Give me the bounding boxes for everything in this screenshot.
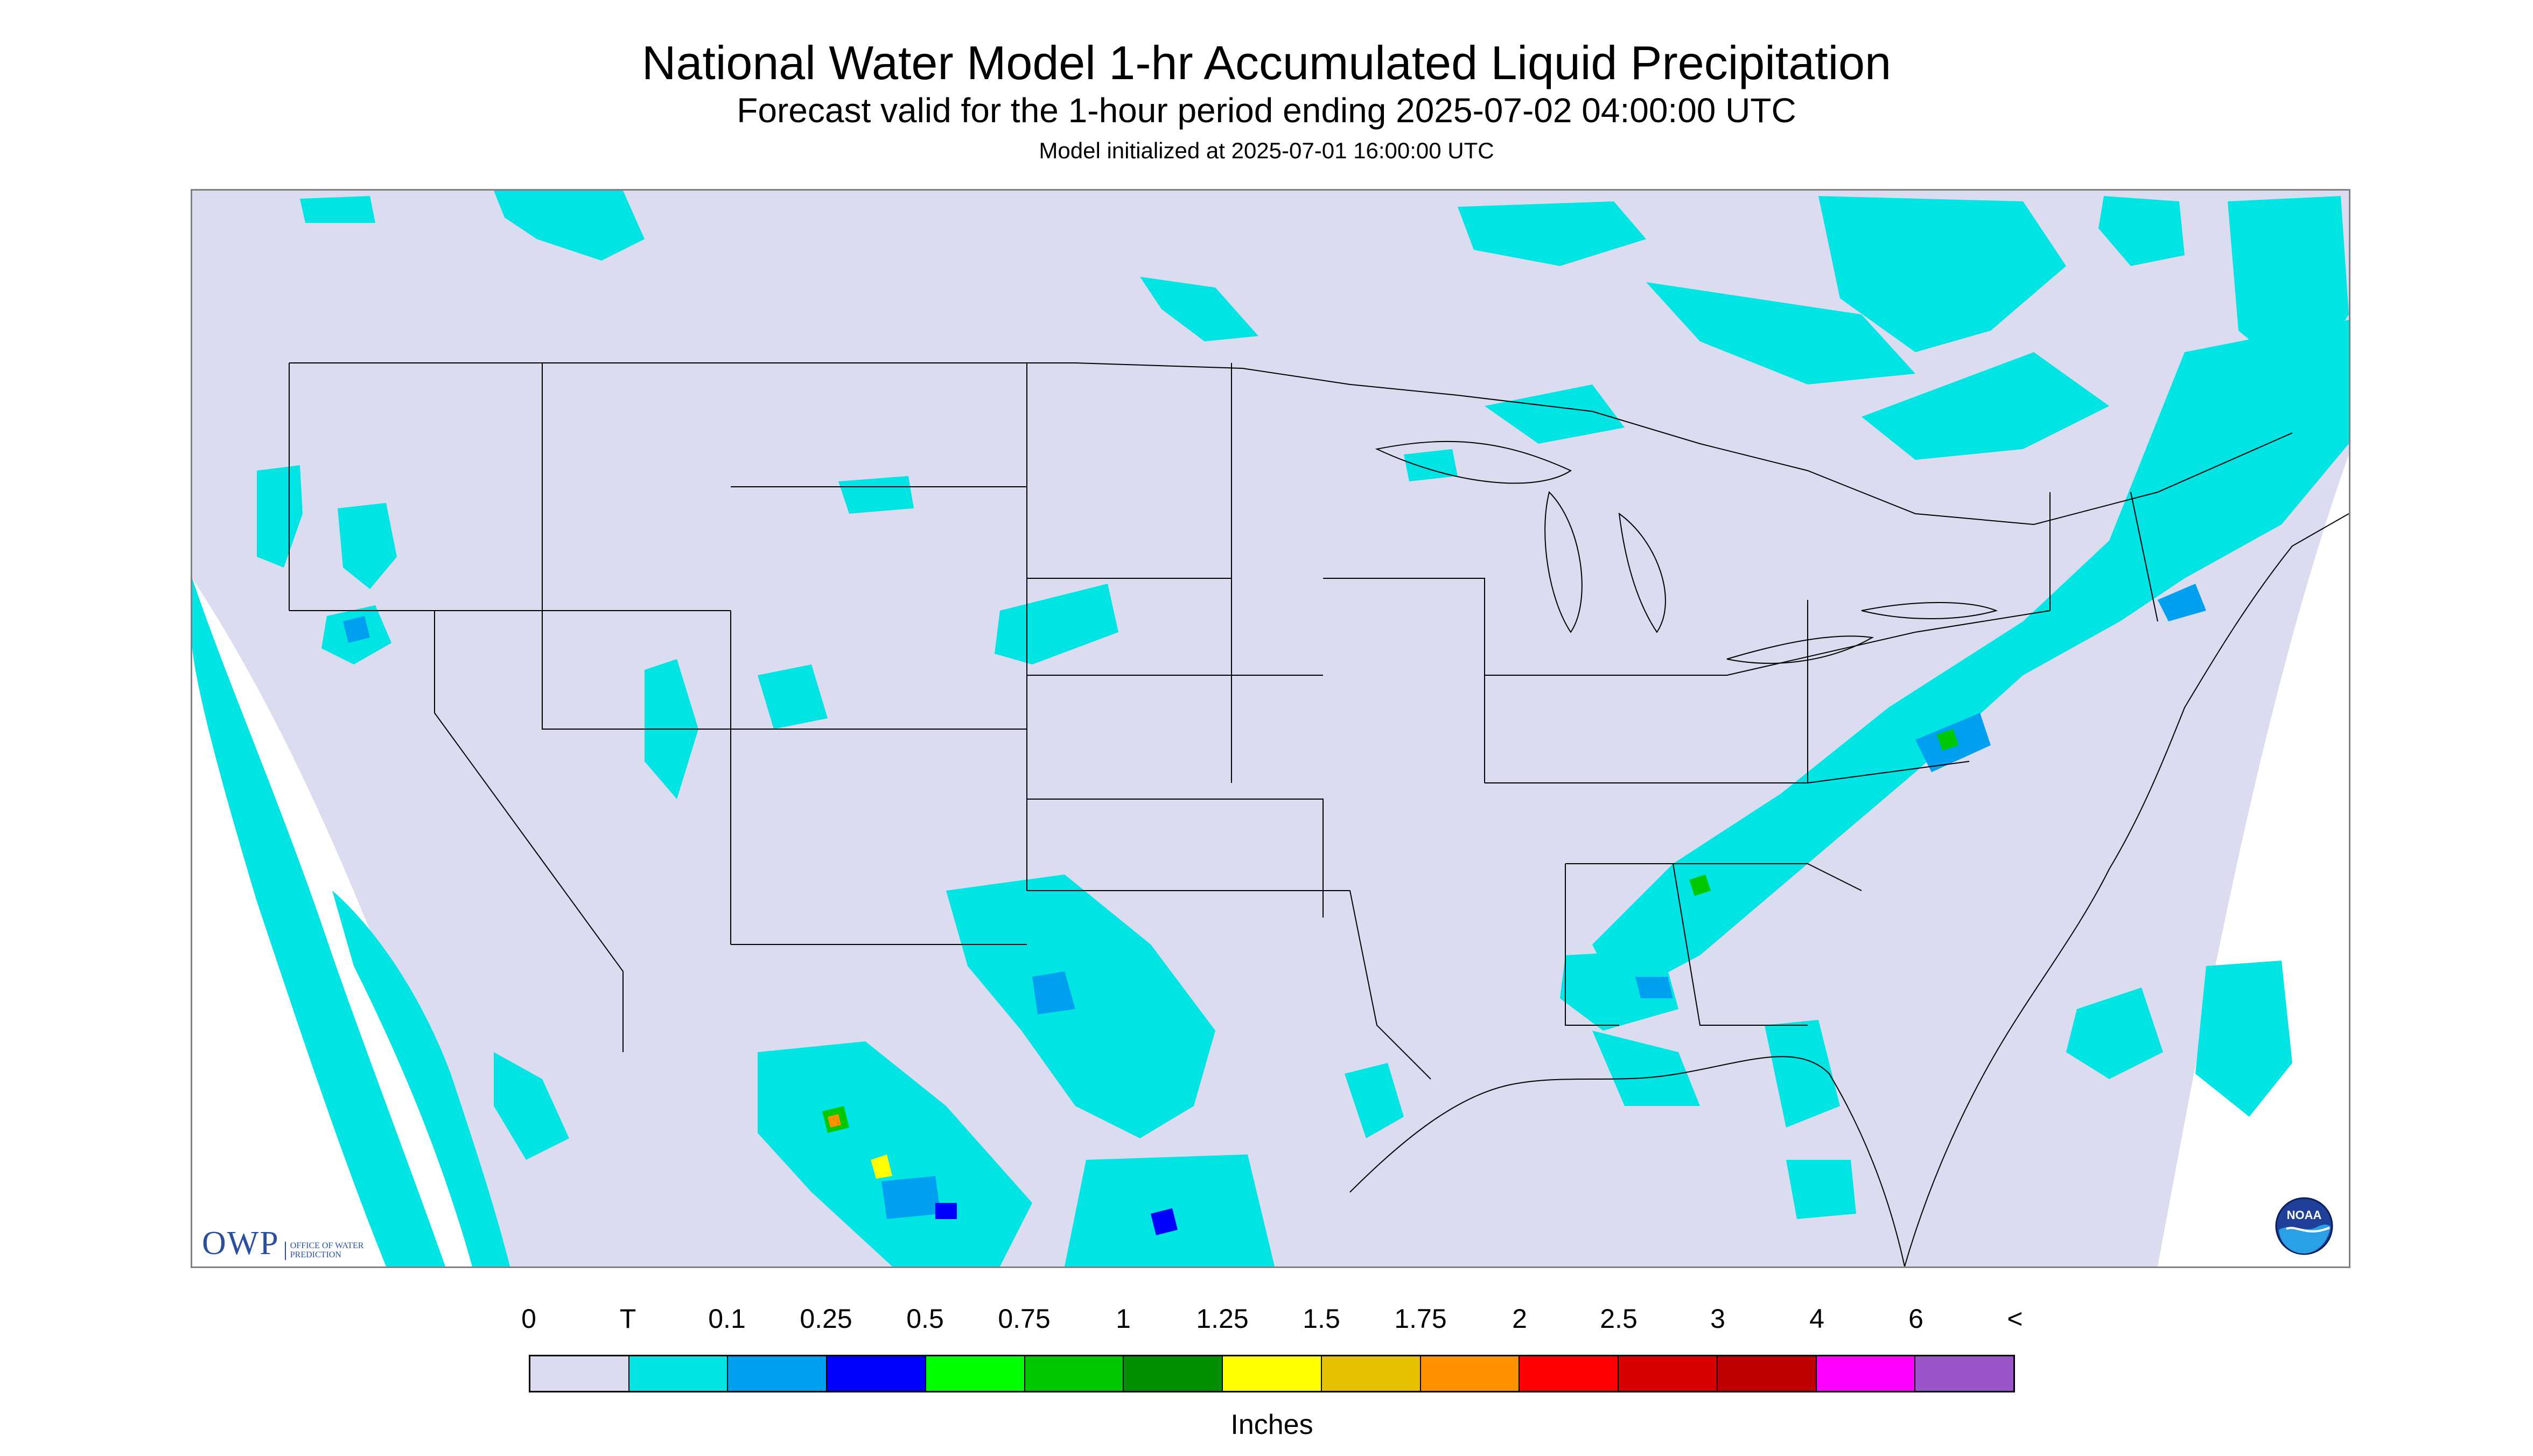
legend-swatch bbox=[1223, 1356, 1322, 1391]
legend-color-bar bbox=[529, 1355, 2015, 1392]
legend-tick-label: 1.5 bbox=[1303, 1304, 1340, 1334]
map-svg bbox=[192, 191, 2349, 1266]
legend-tick-label: 0.75 bbox=[998, 1304, 1051, 1334]
legend-tick-label: 4 bbox=[1809, 1304, 1824, 1334]
legend-units-label: Inches bbox=[1230, 1409, 1313, 1440]
model-init-text: Model initialized at 2025-07-01 16:00:00… bbox=[1039, 138, 1494, 163]
legend-tick-label: 3 bbox=[1710, 1304, 1725, 1334]
chart-title: National Water Model 1-hr Accumulated Li… bbox=[641, 36, 1892, 89]
precipitation-map: OWP Office of Water Prediction NOAA bbox=[191, 189, 2350, 1268]
legend-tick-label: 0.25 bbox=[800, 1304, 852, 1334]
precip-trace-areas bbox=[192, 191, 2349, 1266]
legend-swatch bbox=[1915, 1356, 2014, 1391]
legend-tick-label: 0.5 bbox=[906, 1304, 944, 1334]
legend-tick-label: 2.5 bbox=[1600, 1304, 1638, 1334]
legend-swatch bbox=[827, 1356, 926, 1391]
noaa-logo-text: NOAA bbox=[2287, 1208, 2322, 1222]
legend-tick-label: T bbox=[619, 1304, 636, 1334]
legend-swatch bbox=[1717, 1356, 1817, 1391]
legend-swatch bbox=[1124, 1356, 1223, 1391]
legend-tick-label: 2 bbox=[1512, 1304, 1527, 1334]
legend-swatch bbox=[629, 1356, 729, 1391]
legend-swatch bbox=[926, 1356, 1025, 1391]
legend-tick-label: 0 bbox=[521, 1304, 536, 1334]
state-boundaries bbox=[289, 362, 2349, 1266]
legend-tick-label: 1.25 bbox=[1196, 1304, 1249, 1334]
legend-swatch bbox=[1321, 1356, 1421, 1391]
map-domain bbox=[192, 191, 2349, 1266]
legend-tick-label: 6 bbox=[1908, 1304, 1923, 1334]
legend-tick-label: 1 bbox=[1116, 1304, 1131, 1334]
legend-swatch bbox=[1025, 1356, 1124, 1391]
legend-swatch bbox=[1619, 1356, 1718, 1391]
legend-tick-label: 1.75 bbox=[1394, 1304, 1447, 1334]
legend-swatch bbox=[728, 1356, 828, 1391]
legend-swatch bbox=[1520, 1356, 1619, 1391]
noaa-logo: NOAA bbox=[2275, 1197, 2333, 1255]
legend-tick-label: < bbox=[2007, 1304, 2023, 1334]
legend-tick-label: 0.1 bbox=[708, 1304, 746, 1334]
color-legend: 0 T 0.1 0.25 0.5 0.75 1 1.25 1.5 1.75 2 … bbox=[521, 1303, 2023, 1443]
precip-heavy-areas bbox=[822, 729, 1958, 1235]
legend-swatch bbox=[1816, 1356, 1916, 1391]
chart-subtitle: Forecast valid for the 1-hour period end… bbox=[737, 91, 1796, 130]
legend-swatch bbox=[1421, 1356, 1520, 1391]
owp-logo: OWP Office of Water Prediction bbox=[202, 1227, 366, 1260]
precip-light-blue-areas bbox=[343, 584, 2206, 1219]
owp-logo-text: OWP bbox=[202, 1225, 279, 1262]
owp-logo-subtext: Office of Water Prediction bbox=[284, 1242, 366, 1260]
legend-swatch bbox=[530, 1356, 629, 1391]
